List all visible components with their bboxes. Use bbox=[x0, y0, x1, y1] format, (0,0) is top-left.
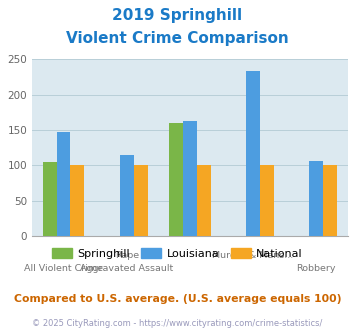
Bar bbox=[169, 123, 183, 236]
Text: Rape: Rape bbox=[115, 251, 139, 260]
Bar bbox=[120, 155, 134, 236]
Text: Violent Crime Comparison: Violent Crime Comparison bbox=[66, 31, 289, 46]
Text: 2019 Springhill: 2019 Springhill bbox=[113, 8, 242, 23]
Text: Compared to U.S. average. (U.S. average equals 100): Compared to U.S. average. (U.S. average … bbox=[14, 294, 341, 304]
Bar bbox=[71, 165, 84, 236]
Bar bbox=[43, 162, 56, 236]
Legend: Springhill, Louisiana, National: Springhill, Louisiana, National bbox=[48, 244, 307, 263]
Text: Murder & Mans...: Murder & Mans... bbox=[213, 251, 294, 260]
Text: © 2025 CityRating.com - https://www.cityrating.com/crime-statistics/: © 2025 CityRating.com - https://www.city… bbox=[32, 319, 323, 328]
Bar bbox=[246, 71, 260, 236]
Text: All Violent Crime: All Violent Crime bbox=[24, 264, 103, 273]
Bar bbox=[260, 165, 274, 236]
Bar bbox=[323, 165, 337, 236]
Text: Robbery: Robbery bbox=[296, 264, 336, 273]
Text: Aggravated Assault: Aggravated Assault bbox=[80, 264, 173, 273]
Bar bbox=[309, 161, 323, 236]
Bar bbox=[56, 132, 71, 236]
Bar bbox=[183, 121, 197, 236]
Bar bbox=[197, 165, 211, 236]
Bar bbox=[134, 165, 148, 236]
